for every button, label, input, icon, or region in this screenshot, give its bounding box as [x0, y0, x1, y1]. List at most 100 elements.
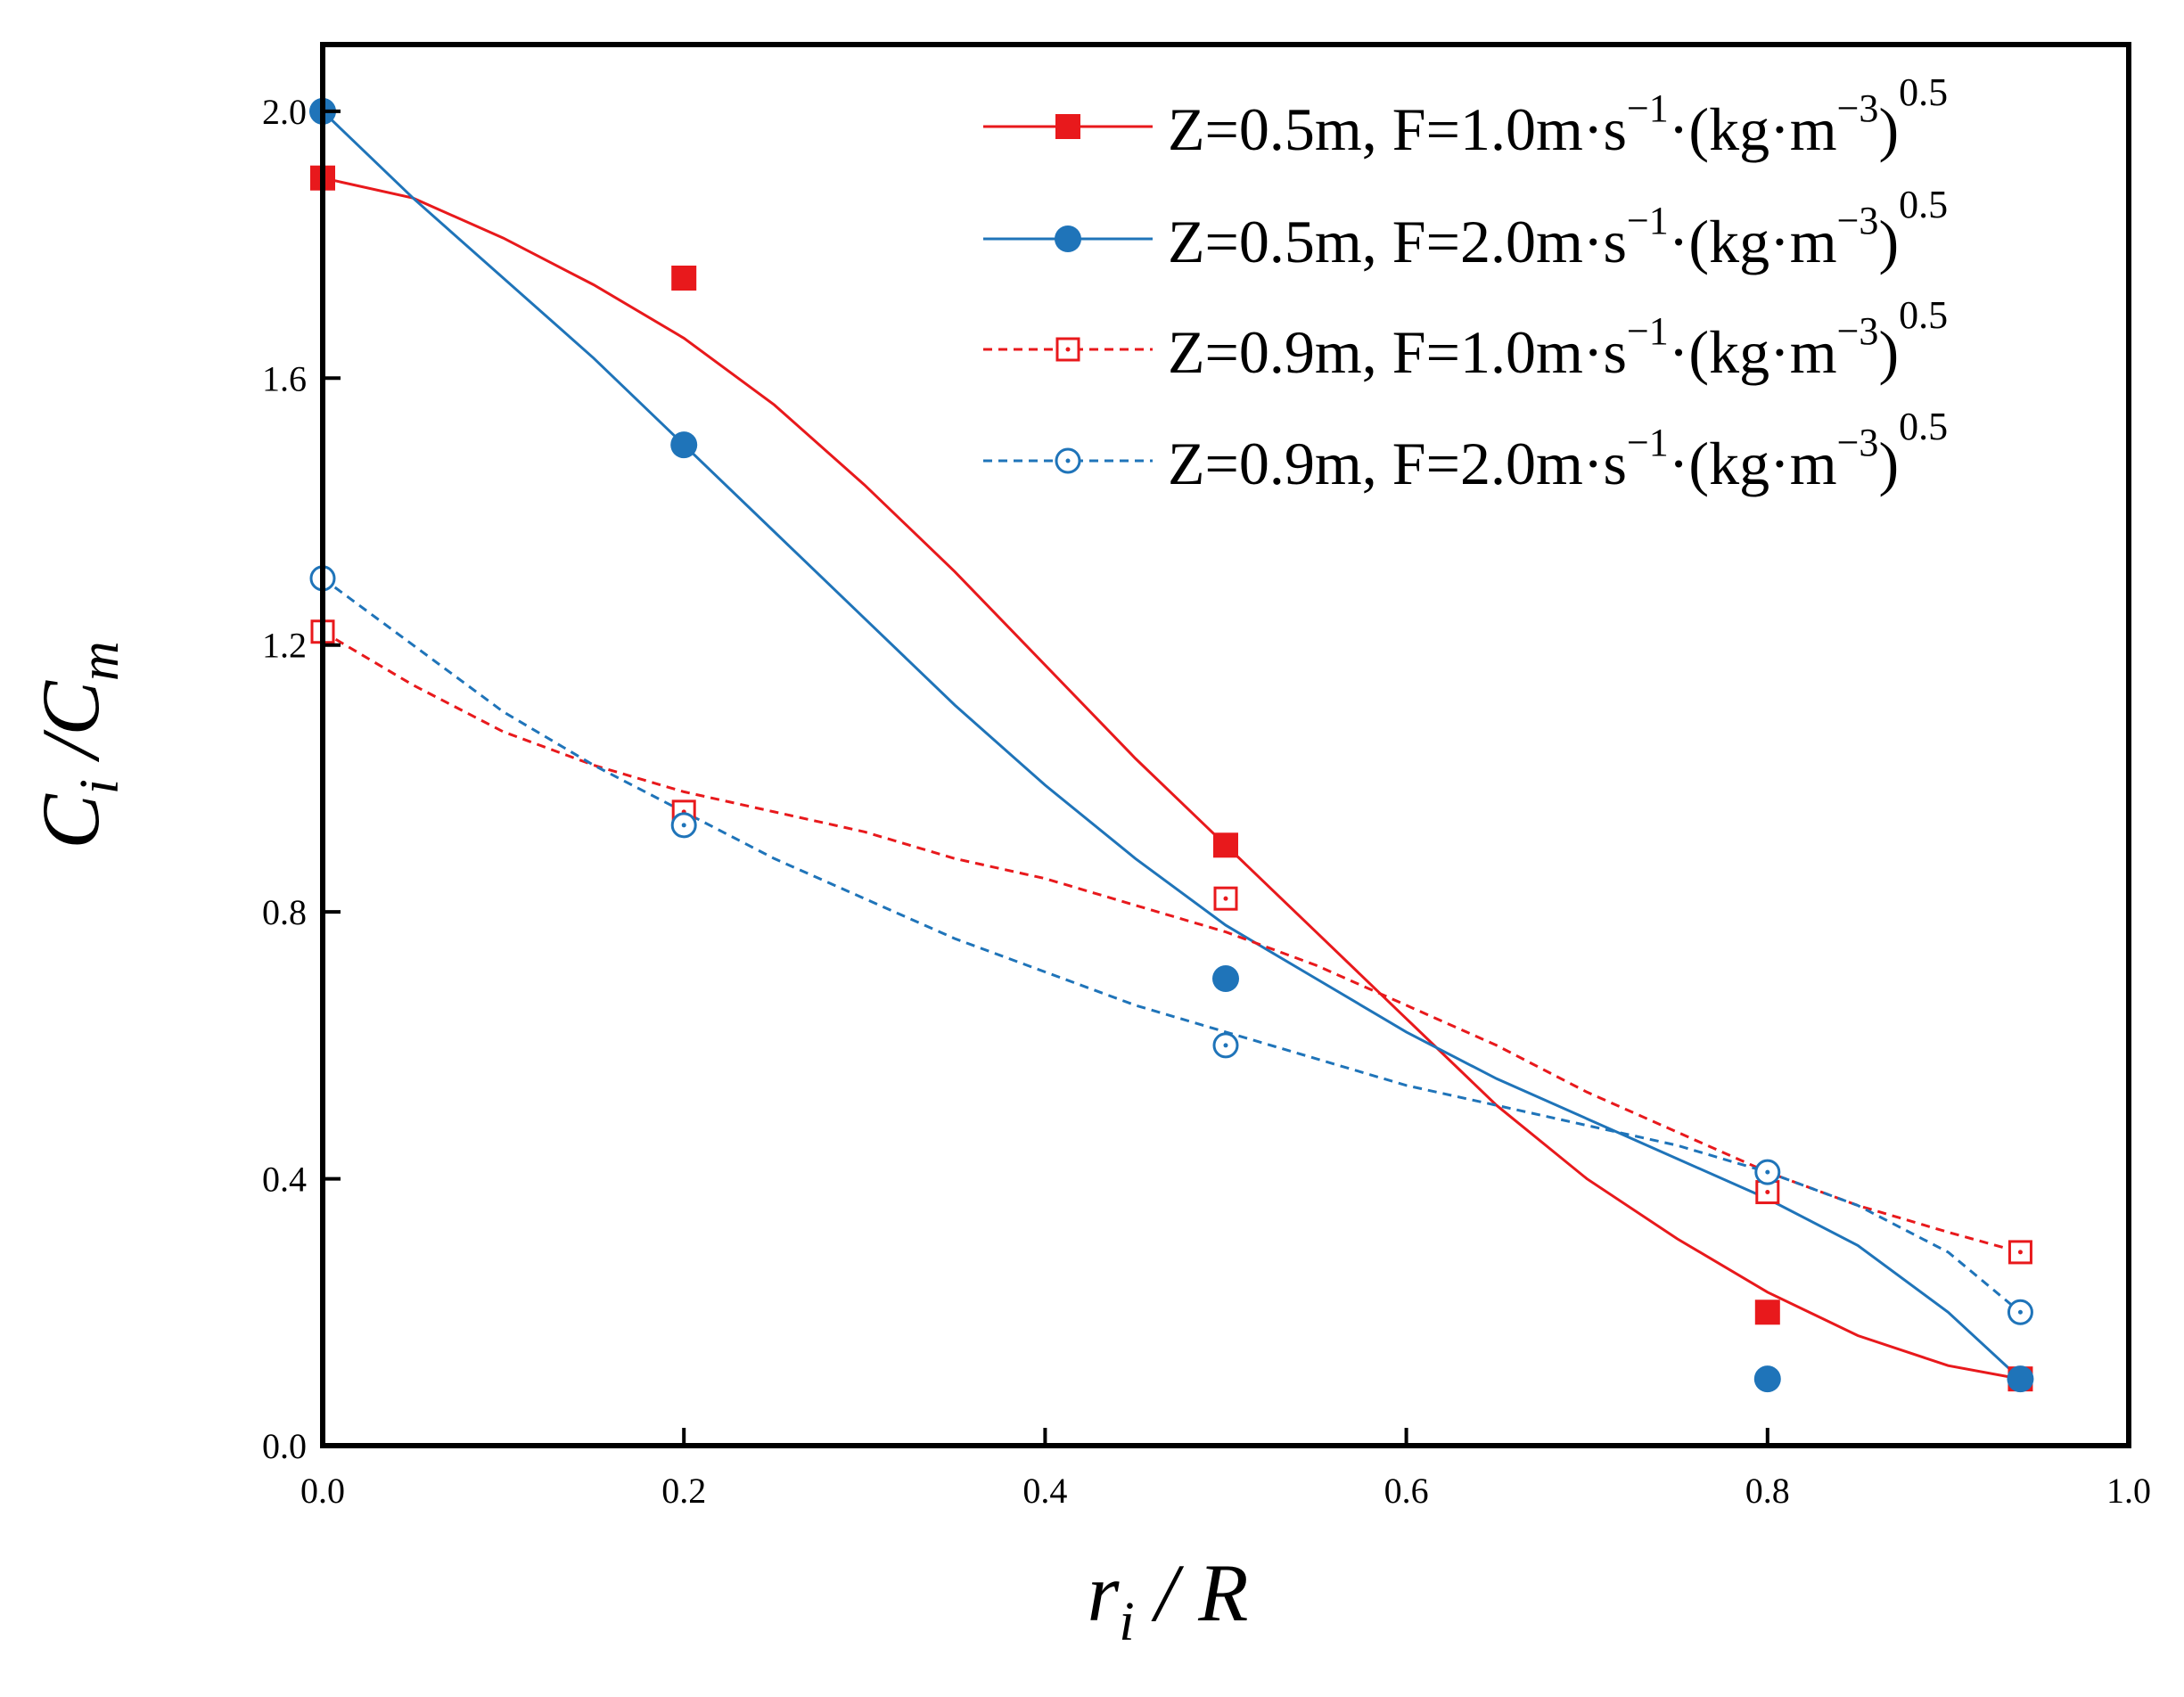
- legend-label-2-part-1: −1: [1627, 309, 1669, 353]
- series-2-point-2-shape: [1213, 886, 1238, 911]
- series-1-point-4-shape: [2007, 1365, 2034, 1393]
- series-2-point-3-dot: [1765, 1190, 1770, 1195]
- legend-label-0-part-2: ·(kg·m: [1669, 95, 1837, 163]
- y-tick-label-3: 1.2: [262, 626, 307, 666]
- legend-marker-2-dot: [1065, 347, 1071, 352]
- legend-label-3-part-4: ): [1878, 430, 1899, 497]
- legend-entry-0: Z=0.5m, F=1.0m·s−1·(kg·m−3)0.5: [983, 70, 1948, 163]
- x-tick-label-0: 0.0: [300, 1471, 345, 1511]
- legend-entry-3: Z=0.9m, F=2.0m·s−1·(kg·m−3)0.5: [983, 405, 1948, 497]
- legend-label-2-part-2: ·(kg·m: [1669, 318, 1837, 386]
- legend-marker-3: [1055, 447, 1081, 474]
- legend-label-3-part-5: 0.5: [1899, 405, 1948, 448]
- legend-label-3: Z=0.9m, F=2.0m·s−1·(kg·m−3)0.5: [1168, 405, 1948, 497]
- series-3-point-2: [1212, 1032, 1239, 1059]
- x-axis-title: ri / R: [1088, 1547, 1249, 1652]
- y-axis-title-sub1: i: [70, 779, 130, 794]
- series-0-point-1-shape: [671, 266, 697, 291]
- series-2-point-4-dot: [2017, 1250, 2023, 1255]
- legend-label-0-part-3: −3: [1837, 86, 1879, 130]
- legend-label-3-part-0: Z=0.9m, F=2.0m·s: [1168, 430, 1627, 497]
- series-3-point-3: [1754, 1159, 1781, 1185]
- legend-swatch-2: [983, 337, 1153, 362]
- legend-label-3-part-3: −3: [1837, 421, 1879, 464]
- x-tick-label-3: 0.6: [1384, 1471, 1429, 1511]
- series-3-point-4-dot: [2017, 1309, 2023, 1315]
- legend-label-1-part-2: ·(kg·m: [1669, 208, 1837, 275]
- legend-label-2-part-3: −3: [1837, 309, 1879, 353]
- legend-label-2-part-5: 0.5: [1899, 293, 1948, 337]
- legend-marker-0: [1055, 114, 1080, 139]
- y-axis-title: Ci /Cm: [25, 641, 130, 848]
- legend-label-0-part-1: −1: [1627, 86, 1669, 130]
- y-axis-title-sub2: m: [70, 641, 130, 681]
- legend-label-0: Z=0.5m, F=1.0m·s−1·(kg·m−3)0.5: [1168, 70, 1948, 163]
- legend-marker-2: [1055, 337, 1080, 362]
- series-line-3: [322, 577, 2022, 1314]
- x-axis-title-rest: / R: [1135, 1547, 1249, 1638]
- series-2-point-3: [1755, 1180, 1780, 1205]
- legend-marker-1-shape: [1055, 225, 1081, 252]
- y-tick-label-0: 0.0: [262, 1426, 307, 1466]
- series-1-point-2-shape: [1212, 965, 1239, 992]
- legend-label-0-part-5: 0.5: [1899, 70, 1948, 114]
- series-2-point-2: [1213, 886, 1238, 911]
- legend-marker-0-shape: [1055, 114, 1080, 139]
- legend-label-1: Z=0.5m, F=2.0m·s−1·(kg·m−3)0.5: [1168, 183, 1948, 275]
- legend-label-1-part-0: Z=0.5m, F=2.0m·s: [1168, 208, 1627, 275]
- legend-label-2-part-0: Z=0.9m, F=1.0m·s: [1168, 318, 1627, 386]
- legend-entry-2: Z=0.9m, F=1.0m·s−1·(kg·m−3)0.5: [983, 293, 1948, 386]
- x-tick-label-2: 0.4: [1022, 1471, 1067, 1511]
- series-1-point-1: [670, 431, 698, 459]
- series-lines: [321, 110, 2022, 1381]
- legend-label-3-part-1: −1: [1627, 421, 1669, 464]
- series-0-point-3: [1754, 1299, 1780, 1325]
- series-1-point-4: [2007, 1365, 2034, 1393]
- series-0-point-2-shape: [1213, 832, 1238, 858]
- legend-label-2: Z=0.9m, F=1.0m·s−1·(kg·m−3)0.5: [1168, 293, 1948, 386]
- series-3-point-1: [670, 812, 697, 839]
- legend-swatch-1: [983, 225, 1153, 252]
- legend: Z=0.5m, F=1.0m·s−1·(kg·m−3)0.5 Z=0.5m, F…: [983, 70, 1948, 497]
- series-1-point-1-shape: [670, 431, 698, 459]
- series-0-point-3-shape: [1754, 1299, 1780, 1325]
- y-tick-label-5: 2.0: [262, 92, 307, 132]
- legend-label-3-part-2: ·(kg·m: [1669, 430, 1837, 497]
- series-3-point-2-dot: [1223, 1043, 1228, 1048]
- y-tick-label-1: 0.4: [262, 1160, 307, 1200]
- x-axis-title-main: r: [1088, 1547, 1121, 1638]
- series-3-point-1-dot: [681, 823, 686, 828]
- legend-swatch-0: [983, 114, 1153, 139]
- legend-marker-1: [1055, 225, 1081, 252]
- y-axis-title-slash: /: [25, 729, 116, 779]
- legend-marker-3-dot: [1065, 458, 1071, 463]
- series-line-0: [322, 176, 2021, 1381]
- axis-ticks: 0.0 0.2 0.4 0.6 0.8 1.0 0.0 0.4 0.8 1.2 1.6 2.0: [262, 92, 2151, 1511]
- legend-label-0-part-4: ): [1878, 95, 1899, 163]
- x-tick-label-5: 1.0: [2106, 1471, 2151, 1511]
- series-3-point-3-dot: [1765, 1169, 1770, 1175]
- series-line-2: [322, 630, 2021, 1254]
- x-tick-label-1: 0.2: [661, 1471, 706, 1511]
- legend-swatch-3: [983, 447, 1153, 474]
- series-3-point-4: [2007, 1299, 2033, 1325]
- legend-label-1-part-4: ): [1878, 208, 1899, 275]
- series-0-point-1: [671, 266, 697, 291]
- series-2-point-4: [2007, 1240, 2032, 1265]
- y-axis-title-c1: C: [25, 793, 116, 849]
- series-1-point-2: [1212, 965, 1239, 992]
- legend-label-1-part-1: −1: [1627, 199, 1669, 242]
- legend-entry-1: Z=0.5m, F=2.0m·s−1·(kg·m−3)0.5: [983, 183, 1948, 275]
- legend-label-1-part-5: 0.5: [1899, 183, 1948, 226]
- y-axis-title-c2: C: [25, 679, 116, 735]
- series-0-point-2: [1213, 832, 1238, 858]
- series-1-point-3: [1753, 1365, 1781, 1393]
- legend-label-1-part-3: −3: [1837, 199, 1879, 242]
- y-tick-label-2: 0.8: [262, 892, 307, 932]
- legend-label-0-part-0: Z=0.5m, F=1.0m·s: [1168, 95, 1627, 163]
- legend-label-2-part-4: ): [1878, 318, 1899, 386]
- series-line-1: [321, 110, 2022, 1381]
- x-tick-label-4: 0.8: [1745, 1471, 1790, 1511]
